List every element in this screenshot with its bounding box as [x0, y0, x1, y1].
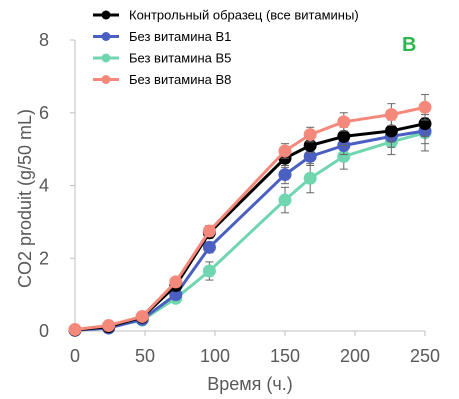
series-2 — [68, 114, 432, 337]
y-axis-title: CO2 produit (g/50 mL) — [15, 109, 35, 288]
y-tick-label: 6 — [39, 103, 49, 123]
legend-swatch-marker — [101, 32, 111, 41]
series-3 — [68, 94, 432, 337]
data-point — [169, 288, 183, 302]
data-point — [135, 309, 149, 323]
panel-label: B — [402, 34, 416, 56]
legend-item: Без витамина B1 — [93, 29, 231, 44]
data-point — [418, 100, 432, 114]
data-series — [68, 94, 432, 337]
data-point — [278, 193, 292, 207]
x-tick-label: 250 — [410, 346, 440, 366]
data-point — [278, 168, 292, 182]
x-tick-label: 0 — [70, 346, 80, 366]
series-1 — [68, 117, 432, 337]
data-point — [202, 264, 216, 278]
legend: Контрольный образец (все витамины) Без ви… — [93, 8, 359, 87]
data-point — [337, 149, 351, 163]
legend-label: Без витамина B8 — [129, 72, 231, 87]
legend-swatch-marker — [101, 75, 111, 84]
data-point — [278, 144, 292, 158]
data-point — [337, 115, 351, 129]
legend-swatch-marker — [101, 53, 111, 63]
y-tick-label: 4 — [39, 176, 49, 196]
x-tick-label: 200 — [340, 346, 370, 366]
legend-swatch-marker — [101, 10, 111, 20]
series-line — [74, 129, 426, 332]
data-point — [68, 323, 82, 337]
legend-label: Без витамина B5 — [129, 51, 231, 66]
data-point — [303, 171, 317, 185]
x-axis-title: Время (ч.) — [207, 374, 293, 394]
y-tick-label: 0 — [39, 321, 49, 341]
data-point — [384, 108, 398, 122]
x-tick-label: 100 — [200, 346, 230, 366]
data-point — [384, 124, 398, 138]
data-point — [102, 319, 116, 333]
series-line — [74, 122, 426, 332]
series-line — [74, 105, 426, 331]
data-point — [337, 129, 351, 143]
legend-item: Контрольный образец (все витамины) — [93, 8, 359, 23]
data-point — [169, 275, 183, 289]
data-point — [202, 224, 216, 238]
x-tick-label: 150 — [270, 346, 300, 366]
data-point — [202, 240, 216, 254]
x-tick-label: 50 — [135, 346, 155, 366]
legend-item: Без витамина B8 — [93, 72, 231, 87]
series-line — [74, 131, 426, 332]
data-point — [303, 128, 317, 142]
y-tick-label: 8 — [39, 30, 49, 50]
y-tick-label: 2 — [39, 248, 49, 268]
axes: 0 2 4 6 8 0 50 100 150 200 250 — [39, 30, 440, 366]
legend-item: Без витамина B5 — [93, 51, 231, 66]
legend-label: Контрольный образец (все витамины) — [129, 8, 359, 23]
legend-label: Без витамина B1 — [129, 29, 231, 44]
